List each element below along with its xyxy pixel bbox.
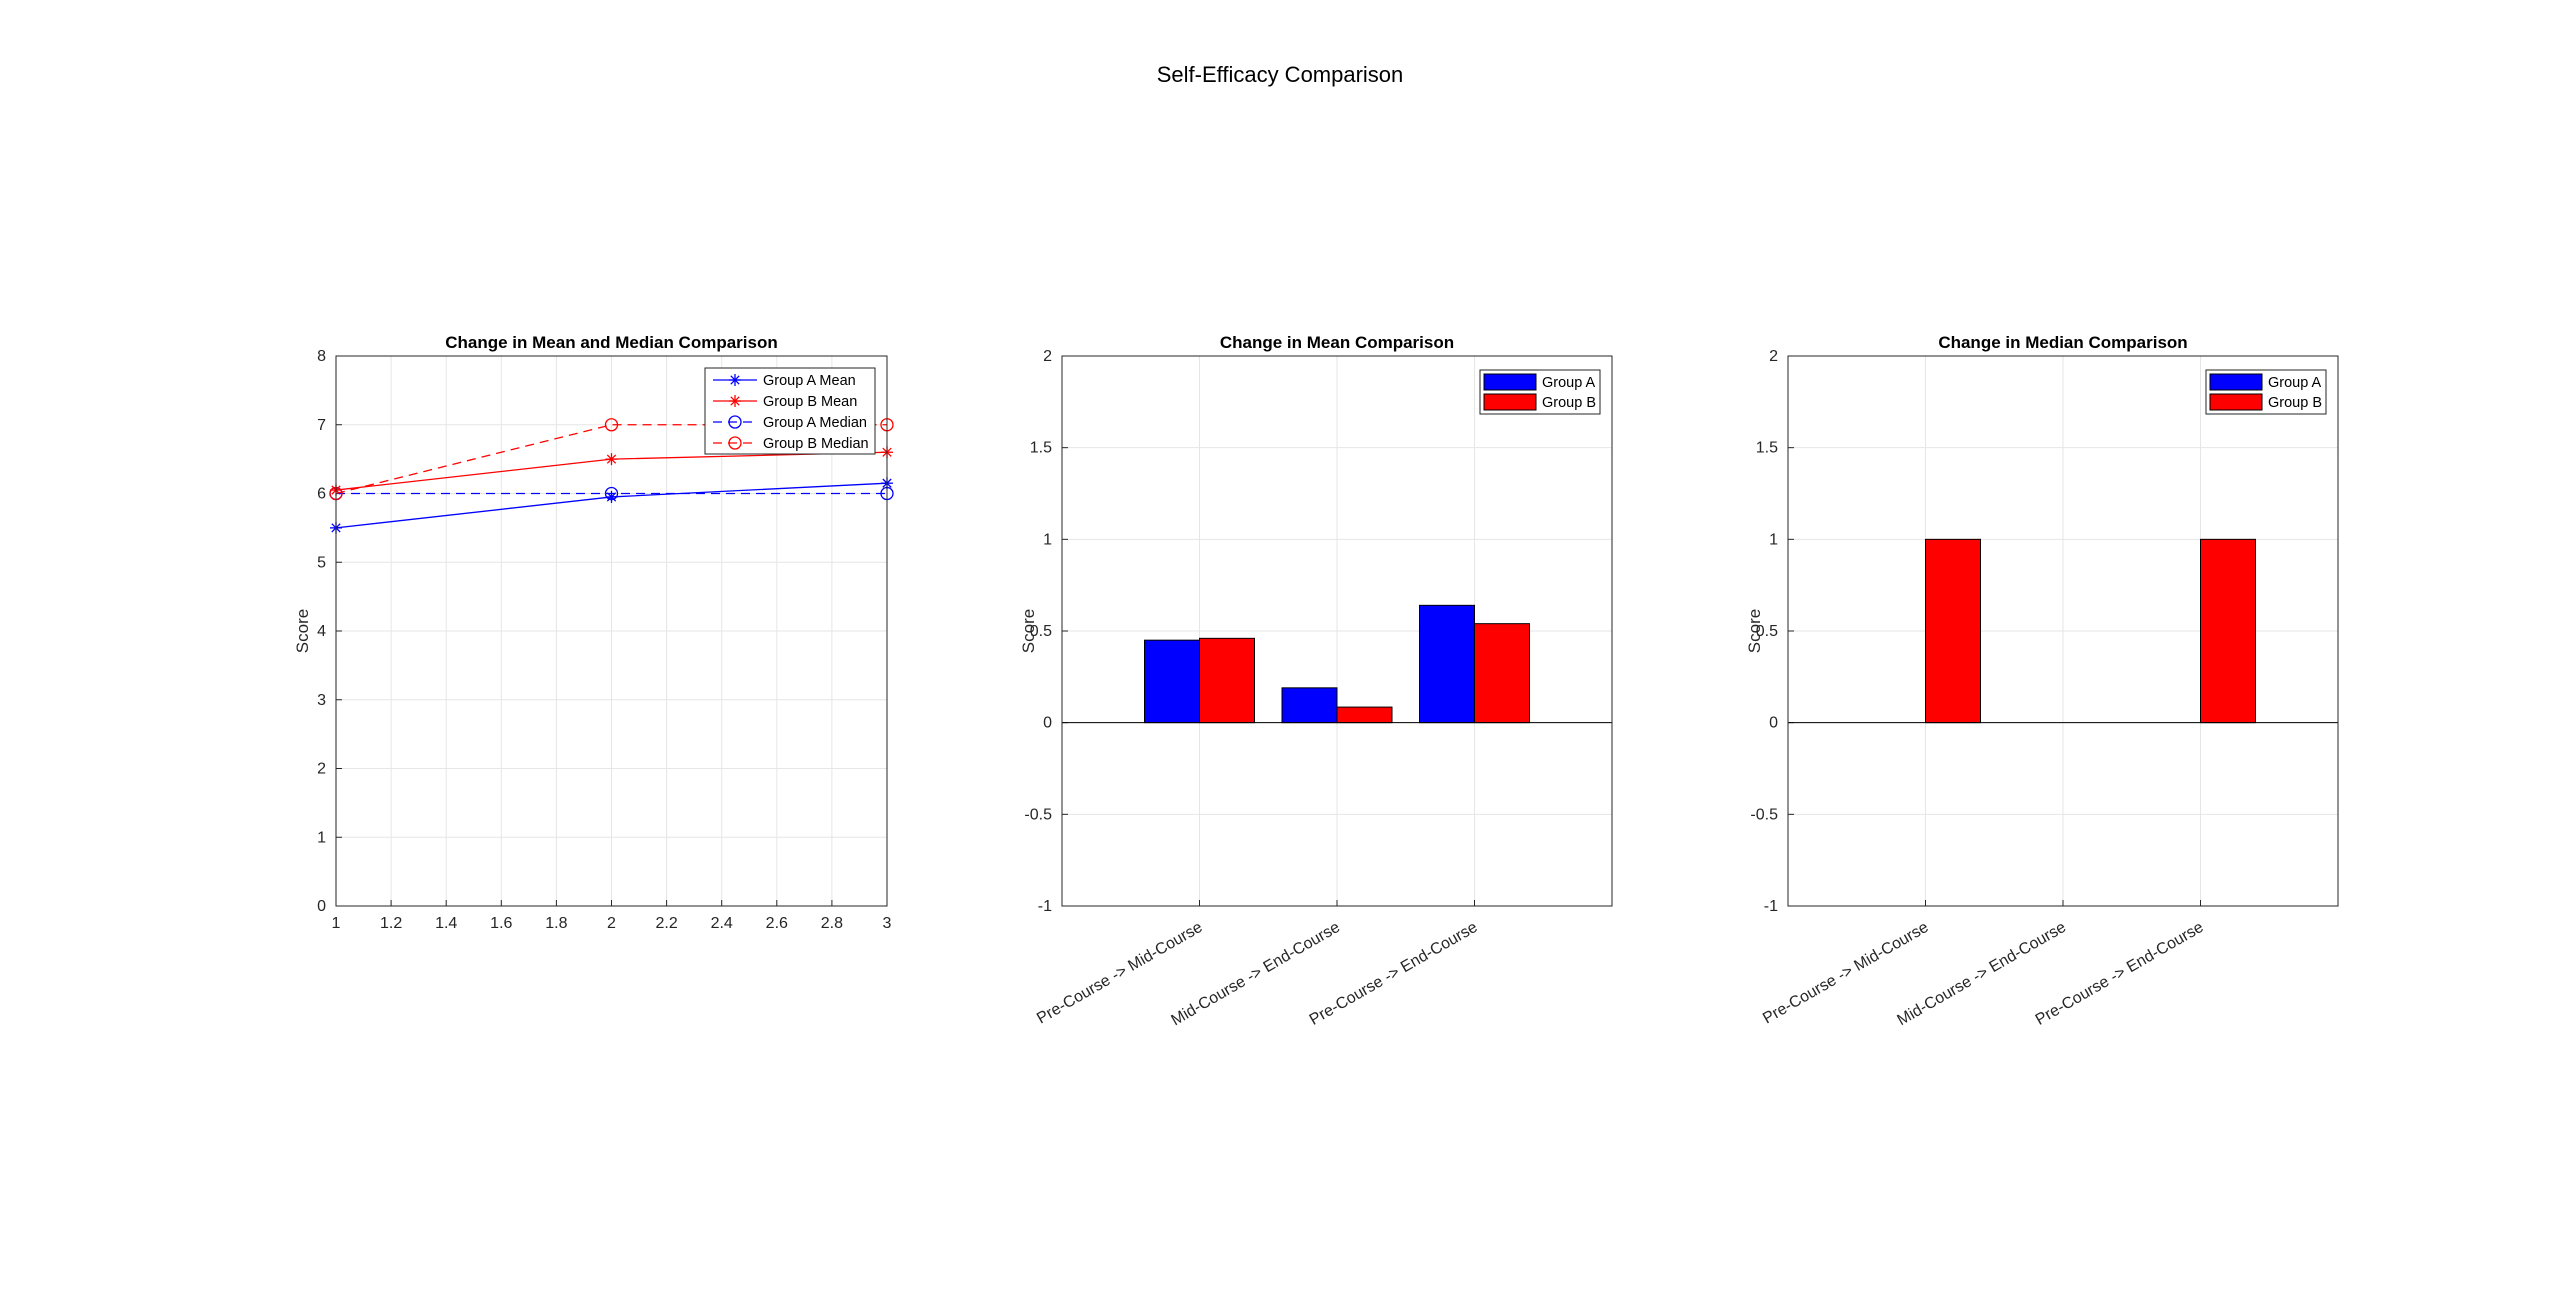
y-tick-label: -0.5 xyxy=(1024,806,1052,823)
y-tick-label: 1 xyxy=(1769,531,1778,548)
y-tick-label: 2 xyxy=(1043,348,1052,365)
y-axis-label: Score xyxy=(1745,609,1764,653)
asterisk-marker xyxy=(605,453,618,466)
y-tick-label: -1 xyxy=(1038,898,1052,915)
y-tick-label: 8 xyxy=(317,348,326,365)
legend-item: Group B xyxy=(2209,393,2322,411)
x-tick-label: 1.6 xyxy=(490,915,512,932)
asterisk-stroke xyxy=(730,375,740,385)
panel-title: Change in Median Comparison xyxy=(1938,333,2187,352)
circle-marker xyxy=(604,486,619,501)
legend-item: Group B xyxy=(1483,393,1596,411)
x-tick-label: 1 xyxy=(332,915,341,932)
legend-swatch xyxy=(2209,373,2263,391)
legend-swatch xyxy=(1483,373,1537,391)
y-tick-label: -1 xyxy=(1764,898,1778,915)
y-tick-label: 0.5 xyxy=(1756,623,1778,640)
y-tick-label: 7 xyxy=(317,417,326,434)
figure-title: Self-Efficacy Comparison xyxy=(1157,62,1404,87)
panel-title: Change in Mean Comparison xyxy=(1220,333,1454,352)
legend-label: Group A Median xyxy=(763,415,867,431)
circle-marker xyxy=(728,415,742,429)
bar xyxy=(1144,639,1200,724)
legend-label: Group B xyxy=(1542,395,1596,411)
axes-box xyxy=(335,355,888,907)
axes-box xyxy=(1787,355,2339,907)
x-tick-label: 1.4 xyxy=(435,915,457,932)
legend-item: Group B Mean xyxy=(713,394,857,410)
y-tick-label: -0.5 xyxy=(1750,806,1778,823)
x-tick-label: 3 xyxy=(883,915,892,932)
series-group-a xyxy=(1144,604,1475,724)
y-tick-label: 3 xyxy=(317,692,326,709)
y-tick-label: 1.5 xyxy=(1030,440,1052,457)
bar xyxy=(1925,538,1981,724)
mean-bar-chart-panel: -1 -0.5 0 0.5 1 1.5 2 Change in Mean Comparison… xyxy=(1019,333,1613,1029)
axes-box xyxy=(1061,355,1613,907)
legend-item: Group B Median xyxy=(713,436,869,452)
x-tick-label: 2.2 xyxy=(655,915,677,932)
y-tick-label: 5 xyxy=(317,554,326,571)
legend-label: Group B Mean xyxy=(763,394,857,410)
y-tick-label: 4 xyxy=(317,623,326,640)
x-tick-label: 2 xyxy=(607,915,616,932)
legend-item: Group A Median xyxy=(713,415,867,431)
y-axis-label: Score xyxy=(1019,609,1038,653)
legend-label: Group B xyxy=(2268,395,2322,411)
legend-label: Group B Median xyxy=(763,436,869,452)
bar xyxy=(1281,687,1338,724)
panel-title: Change in Mean and Median Comparison xyxy=(445,333,777,352)
legend-item: Group A Mean xyxy=(713,373,856,389)
y-tick-label: 0 xyxy=(317,898,326,915)
bar xyxy=(2200,538,2256,724)
bar xyxy=(1199,637,1255,724)
legend-swatch xyxy=(2209,393,2263,411)
x-tick-label: 2.4 xyxy=(711,915,733,932)
median-bar-chart-panel: -1 -0.5 0 0.5 1 1.5 2 Change in Median Comparis… xyxy=(1745,333,2339,1029)
asterisk-stroke xyxy=(606,454,617,464)
legend: Group A Mean Group B Mean Group A Median Gr… xyxy=(704,367,876,455)
bar xyxy=(1336,706,1393,724)
x-tick-label: 1.8 xyxy=(545,915,567,932)
y-axis-label: Score xyxy=(293,609,312,653)
legend-item: Group A xyxy=(1483,373,1596,391)
y-tick-label: 6 xyxy=(317,486,326,503)
bar xyxy=(1419,604,1475,724)
y-tick-label: 1.5 xyxy=(1756,440,1778,457)
legend-item: Group A xyxy=(2209,373,2322,391)
legend: Group A Group B xyxy=(2205,369,2327,415)
y-tick-label: 1 xyxy=(317,829,326,846)
y-tick-label: 2 xyxy=(317,761,326,778)
x-tick-label: 2.6 xyxy=(766,915,788,932)
y-tick-label: 0 xyxy=(1043,715,1052,732)
circle-marker xyxy=(604,418,619,432)
legend: Group A Group B xyxy=(1479,369,1601,415)
legend-label: Group A Mean xyxy=(763,373,856,389)
y-tick-label: 0 xyxy=(1769,715,1778,732)
x-tick-label: 1.2 xyxy=(380,915,402,932)
x-tick-label: 2.8 xyxy=(821,915,843,932)
y-tick-label: 1 xyxy=(1043,531,1052,548)
legend-label: Group A xyxy=(1542,375,1596,391)
bar xyxy=(1474,623,1530,724)
y-tick-label: 0.5 xyxy=(1030,623,1052,640)
series-group-b xyxy=(1925,538,2256,724)
asterisk-marker xyxy=(729,395,741,407)
legend-swatch xyxy=(1483,393,1537,411)
series-group-b xyxy=(1199,623,1530,724)
legend-label: Group A xyxy=(2268,375,2322,391)
asterisk-stroke xyxy=(730,396,740,406)
y-tick-label: 2 xyxy=(1769,348,1778,365)
circle-marker xyxy=(728,436,742,450)
asterisk-marker xyxy=(729,374,741,386)
